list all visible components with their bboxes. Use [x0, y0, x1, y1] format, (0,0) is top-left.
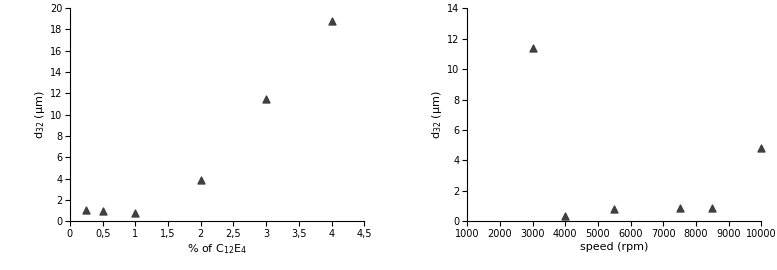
Point: [559, 214, 572, 218]
Point: [96, 209, 109, 213]
Point: [608, 207, 621, 211]
Point: [755, 146, 768, 150]
Point: [526, 46, 538, 50]
Point: [260, 97, 272, 101]
X-axis label: % of C$_{12}$E$_4$: % of C$_{12}$E$_4$: [187, 242, 247, 256]
Y-axis label: d$_{32}$ (µm): d$_{32}$ (µm): [33, 90, 47, 139]
Point: [194, 178, 207, 182]
Point: [80, 208, 92, 212]
Y-axis label: d$_{32}$ (µm): d$_{32}$ (µm): [430, 90, 444, 139]
Point: [129, 211, 141, 215]
Point: [706, 206, 719, 211]
X-axis label: speed (rpm): speed (rpm): [580, 242, 649, 252]
Point: [326, 19, 338, 23]
Point: [674, 206, 686, 211]
